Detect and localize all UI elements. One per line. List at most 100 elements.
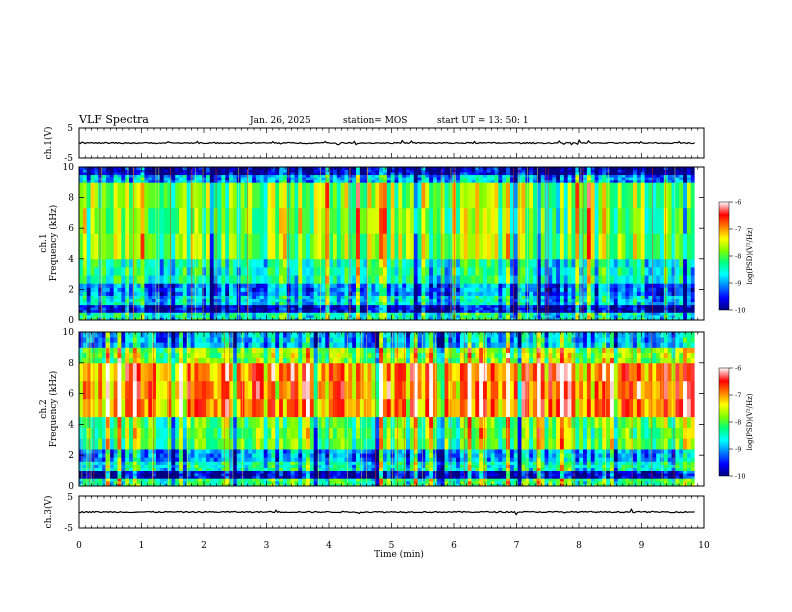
ch2-spectrogram-cell [463, 470, 469, 474]
ch1-spectrogram-cell [171, 317, 176, 320]
ch1-spectrogram-cell [140, 275, 146, 284]
ch1-spectrogram-ytick-label: 10 [63, 163, 75, 173]
ch2-spectrogram-cell [190, 480, 196, 484]
ch1-spectrogram-cell [394, 309, 399, 313]
ch1-spectrogram-cell [456, 287, 461, 292]
ch1-spectrogram-cell [286, 317, 292, 320]
ch1-spectrogram-cell [563, 317, 569, 320]
ch1-spectrogram-channel: ch.1 [39, 233, 49, 252]
ch1-spectrogram-cell [186, 169, 192, 173]
ch2-spectrogram-cell [644, 483, 650, 486]
ch2-spectrogram-cell [533, 475, 538, 479]
ch1-spectrogram-cell [117, 309, 122, 313]
ch2-spectrogram-cell [406, 467, 411, 471]
ch2-spectrogram-cell [152, 480, 157, 484]
ch1-spectrogram-cell [282, 287, 288, 292]
ch1-spectrogram-cell [452, 233, 457, 260]
ch2-spectrogram-cell [494, 475, 499, 479]
ch2-spectrogram-cell [205, 478, 211, 482]
ch1-spectrogram-cell [456, 317, 461, 320]
ch1-spectrogram-cell [617, 207, 623, 234]
ch1-spectrogram-cell [105, 312, 111, 316]
ch2-spectrogram-cell [567, 480, 573, 484]
ch1-spectrogram-cell [463, 283, 469, 288]
ch1-spectrogram-cell [559, 304, 565, 308]
ch1-spectrogram-cell [506, 295, 511, 299]
ch2-spectrogram-cell [575, 473, 580, 477]
ch1-spectrogram-cell [486, 283, 492, 288]
ch1-spectrogram-cell [282, 312, 288, 316]
ch1-spectrogram-cell [371, 266, 376, 276]
ch1-spectrogram-cell [152, 233, 157, 260]
ch1-spectrogram-cell [513, 182, 519, 209]
ch1-spectrogram-cell [309, 169, 315, 173]
ch1-spectrogram-cell [559, 169, 565, 173]
ch1-spectrogram-cell [163, 298, 169, 303]
ch1-spectrogram-cell [379, 287, 384, 292]
ch2-spectrogram-cell [171, 480, 176, 484]
ch1-spectrogram-cell [402, 174, 407, 178]
ch1-spectrogram-cell [205, 317, 211, 320]
ch1-spectrogram-cell [152, 301, 157, 306]
ch1-spectrogram-cell [633, 283, 638, 288]
ch1-spectrogram-cell [271, 304, 276, 308]
ch1-spectrogram-cell [629, 283, 634, 288]
ch1-spectrogram-cell [252, 309, 257, 313]
ch1-spectrogram-cell [202, 258, 207, 268]
ch1-spectrogram-cell [660, 179, 665, 183]
ch1-spectrogram-cell [340, 295, 346, 299]
ch1-spectrogram-cell [263, 312, 269, 316]
ch1-spectrogram-cell [425, 304, 430, 308]
ch1-spectrogram-cell [229, 172, 234, 176]
ch1-spectrogram-cell [121, 309, 126, 313]
ch1-spectrogram-cell [159, 169, 165, 173]
ch1-spectrogram-cell [125, 287, 130, 292]
ch1-spectrogram-cell [163, 309, 169, 313]
ch2-spectrogram-cell [490, 470, 496, 474]
ch1-spectrogram-cell [675, 167, 680, 170]
ch1-spectrogram-cell [533, 298, 538, 303]
ch1-spectrogram-cell [498, 307, 503, 311]
ch1-spectrogram-cell [309, 312, 315, 316]
ch1-spectrogram-cell [429, 314, 434, 318]
ch1-spectrogram-cell [602, 169, 607, 173]
ch1-spectrogram-cell [425, 167, 430, 170]
ch1-spectrogram-cell [617, 169, 623, 173]
ch1-spectrogram-cell [94, 177, 99, 181]
ch1-spectrogram-cell [182, 291, 188, 296]
ch2-spectrogram-cell [463, 478, 469, 482]
ch1-spectrogram-cell [444, 312, 449, 316]
ch1-spectrogram-cell [329, 169, 334, 173]
ch1-spectrogram-cell [675, 298, 680, 303]
ch1-spectrogram-cell [609, 312, 615, 316]
ch1-spectrogram-cell [202, 314, 207, 318]
ch2-spectrogram-cell [136, 475, 142, 479]
ch1-spectrogram-cell [325, 179, 330, 183]
ch1-spectrogram-cell [309, 182, 315, 209]
ch1-spectrogram-cell [263, 307, 269, 311]
ch2-spectrogram-cell [394, 470, 399, 474]
ch1-spectrogram-cell [417, 287, 423, 292]
ch1-spectrogram-cell [452, 275, 457, 284]
ch2-spectrogram-cell [556, 475, 561, 479]
ch1-spectrogram-cell [413, 312, 419, 316]
ch1-spectrogram-cell [617, 295, 623, 299]
ch1-spectrogram-cell [317, 169, 322, 173]
ch1-spectrogram-cell [252, 291, 257, 296]
ch1-spectrogram-cell [402, 295, 407, 299]
ch1-spectrogram-cell [109, 233, 115, 260]
ch1-spectrogram-cell [367, 312, 373, 316]
ch1-spectrogram-cell [290, 301, 296, 306]
ch2-spectrogram-cell [279, 473, 284, 477]
ch1-spectrogram-cell [359, 283, 365, 288]
ch1-spectrogram-cell [279, 287, 284, 292]
ch2-spectrogram-cell [121, 473, 126, 477]
ch1-spectrogram-cell [602, 298, 607, 303]
ch2-spectrogram-cell [675, 483, 680, 486]
ch1-spectrogram-cell [521, 317, 526, 320]
ch1-spectrogram-cell [602, 266, 607, 276]
ch1-spectrogram-cell [225, 258, 230, 268]
ch1-spectrogram-cell [329, 283, 334, 288]
ch1-spectrogram-cell [129, 291, 134, 296]
ch1-spectrogram-cell [240, 275, 246, 284]
